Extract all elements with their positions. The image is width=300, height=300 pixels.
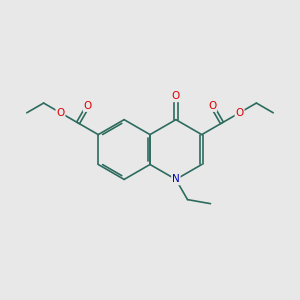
Text: O: O (56, 108, 64, 118)
Text: N: N (172, 174, 180, 184)
Text: O: O (84, 101, 92, 111)
Text: O: O (172, 91, 180, 101)
Text: O: O (208, 101, 216, 111)
Text: O: O (236, 108, 244, 118)
